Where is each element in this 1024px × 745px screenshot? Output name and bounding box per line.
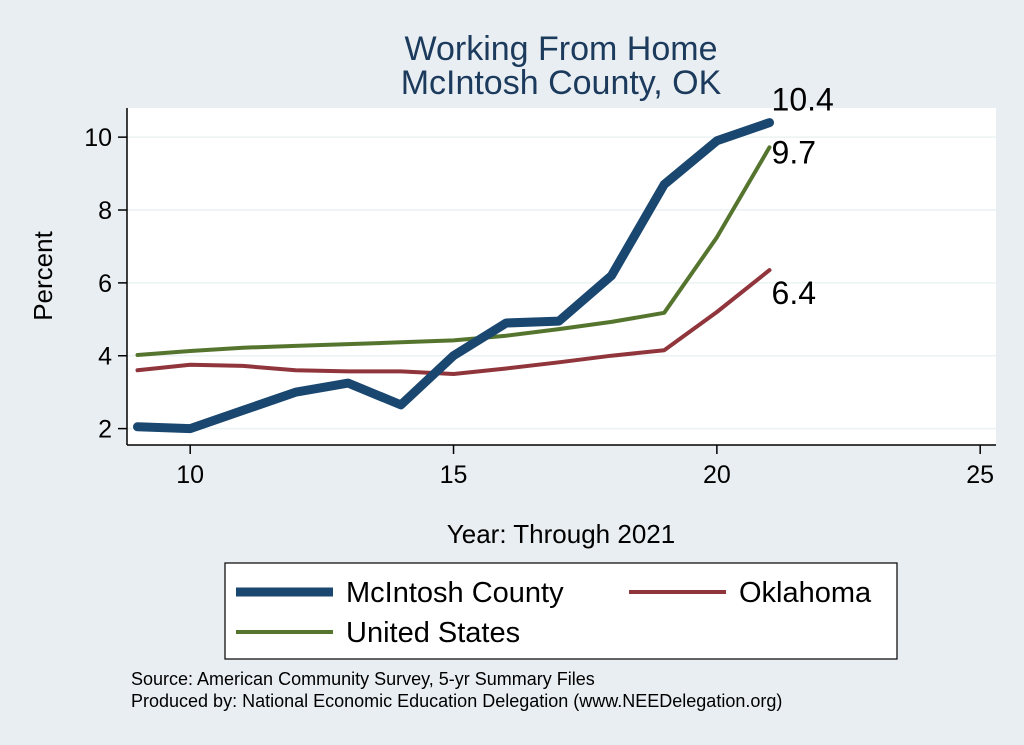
series-line-mcintosh-county <box>133 118 774 434</box>
y-tick-label-8: 8 <box>98 197 112 225</box>
chart-title-line-2: McIntosh County, OK <box>401 64 722 102</box>
legend-box <box>224 562 898 660</box>
legend: McIntosh County Oklahoma United States <box>224 562 898 660</box>
source-note: Source: American Community Survey, 5-yr … <box>131 669 595 689</box>
y-tick-label-4: 4 <box>98 343 112 371</box>
y-tick-label-6: 6 <box>98 270 112 298</box>
chart-title-line-1: Working From Home <box>405 30 718 68</box>
end-label-united-states: 9.7 <box>772 134 816 170</box>
x-tick-label-15: 15 <box>440 461 468 489</box>
x-axis-label: Year: Through 2021 <box>447 519 675 549</box>
series-line-united-states <box>135 145 772 357</box>
x-tick-label-25: 25 <box>966 461 994 489</box>
y-tick-label-10: 10 <box>84 124 112 152</box>
end-label-mcintosh-county: 10.4 <box>772 82 834 118</box>
produced-by-note: Produced by: National Economic Education… <box>131 691 782 711</box>
x-tick-label-20: 20 <box>703 461 731 489</box>
y-axis-ticks: 2 4 6 8 10 <box>84 124 127 444</box>
legend-label-united-states: United States <box>346 617 520 649</box>
y-tick-label-2: 2 <box>98 416 112 444</box>
end-label-oklahoma: 6.4 <box>772 275 816 311</box>
gridlines <box>127 136 996 430</box>
series-line-oklahoma <box>135 268 772 376</box>
end-labels: 10.4 6.4 9.7 <box>772 82 834 312</box>
x-axis-ticks: 10 15 20 25 <box>176 445 994 489</box>
legend-label-mcintosh-county: McIntosh County <box>346 577 564 609</box>
y-axis-label: Percent <box>28 230 58 320</box>
plot-area <box>127 108 996 445</box>
legend-label-oklahoma: Oklahoma <box>739 577 872 609</box>
series-group <box>133 118 774 434</box>
x-tick-label-10: 10 <box>176 461 204 489</box>
